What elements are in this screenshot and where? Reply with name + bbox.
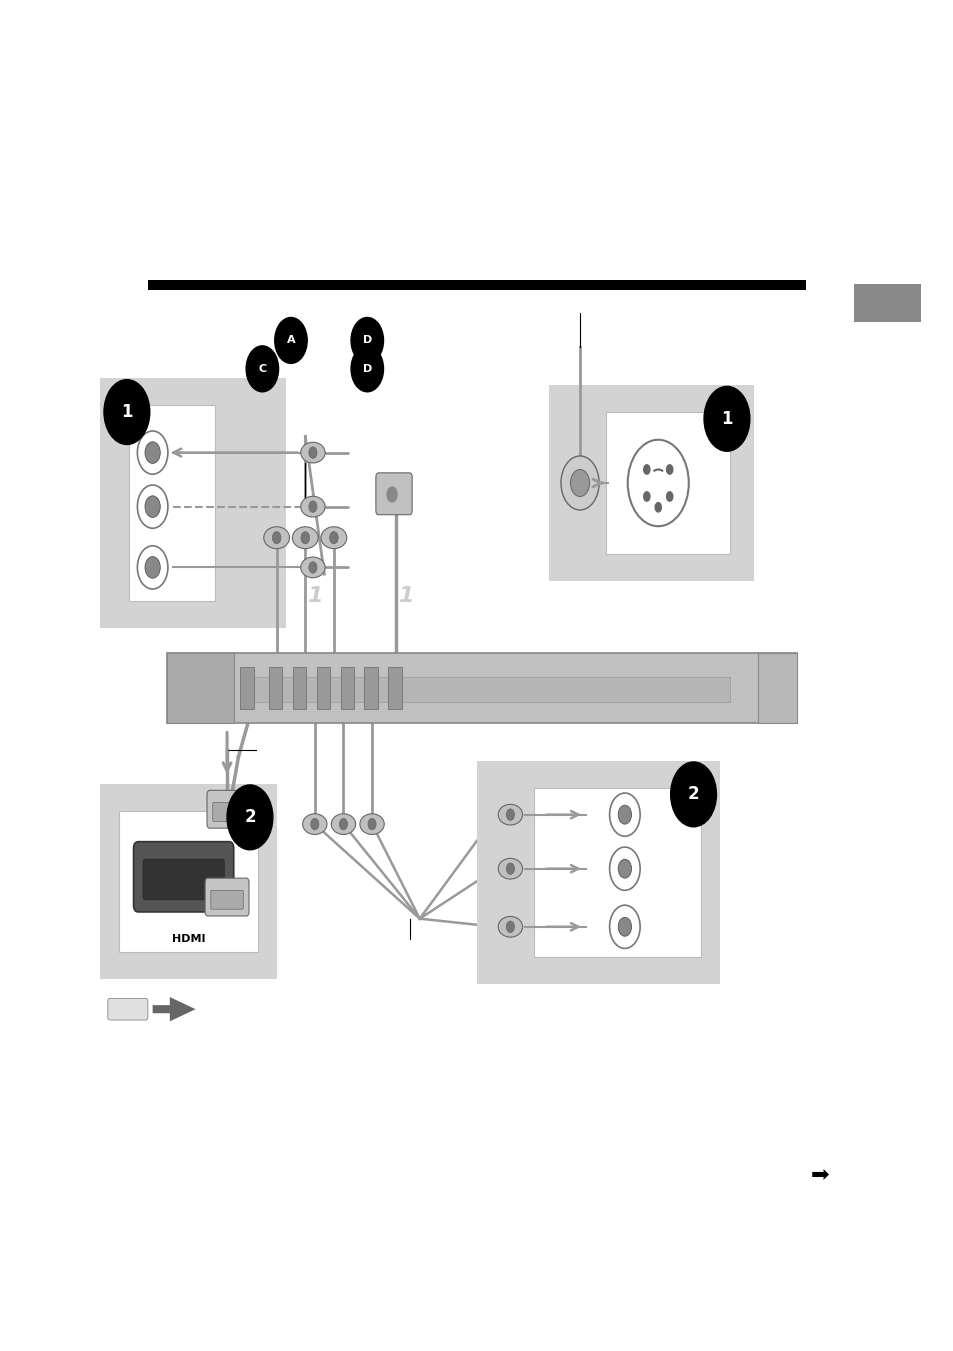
Bar (148, 280, 805, 290)
Circle shape (506, 863, 514, 874)
Circle shape (642, 465, 650, 476)
Bar (100, 378, 286, 628)
Circle shape (665, 492, 673, 503)
Circle shape (609, 905, 639, 948)
FancyBboxPatch shape (207, 790, 251, 828)
Text: A: A (286, 335, 295, 346)
Bar (548, 385, 753, 581)
Text: D: D (362, 363, 372, 374)
Bar (119, 811, 257, 952)
Ellipse shape (359, 813, 384, 835)
Circle shape (137, 431, 168, 474)
Circle shape (506, 921, 514, 932)
Circle shape (506, 809, 514, 820)
Ellipse shape (300, 442, 325, 463)
Circle shape (618, 859, 631, 878)
Circle shape (145, 442, 160, 463)
Circle shape (386, 486, 397, 503)
Circle shape (104, 380, 150, 444)
Text: ➡: ➡ (810, 1166, 829, 1185)
Circle shape (560, 457, 598, 511)
Bar (605, 412, 729, 554)
Circle shape (351, 346, 383, 392)
Bar (240, 666, 253, 709)
Text: 1: 1 (397, 586, 413, 605)
Bar (100, 784, 276, 979)
Ellipse shape (331, 813, 355, 835)
FancyBboxPatch shape (143, 859, 224, 900)
Ellipse shape (300, 557, 325, 578)
Bar (534, 788, 700, 957)
FancyBboxPatch shape (205, 878, 249, 916)
Bar (340, 666, 354, 709)
Text: 1: 1 (720, 409, 732, 428)
Circle shape (339, 819, 347, 830)
FancyBboxPatch shape (375, 473, 412, 515)
Text: 1: 1 (307, 586, 322, 605)
Bar (293, 666, 306, 709)
FancyBboxPatch shape (108, 998, 148, 1020)
Circle shape (145, 496, 160, 517)
Ellipse shape (497, 858, 522, 880)
Ellipse shape (320, 527, 346, 549)
Text: HDMI: HDMI (172, 934, 205, 944)
Circle shape (570, 470, 589, 497)
Bar (129, 405, 214, 601)
Bar (476, 761, 720, 984)
Circle shape (654, 501, 661, 513)
Circle shape (274, 317, 307, 363)
Circle shape (137, 546, 168, 589)
Ellipse shape (302, 813, 327, 835)
Circle shape (309, 447, 316, 458)
Circle shape (311, 819, 318, 830)
Bar (364, 666, 377, 709)
Circle shape (273, 531, 280, 544)
Circle shape (137, 485, 168, 528)
Circle shape (368, 819, 375, 830)
Circle shape (642, 492, 650, 503)
Circle shape (300, 531, 309, 544)
Ellipse shape (497, 916, 522, 938)
Circle shape (609, 847, 639, 890)
Ellipse shape (497, 804, 522, 825)
Bar (167, 653, 233, 723)
Circle shape (351, 317, 383, 363)
Circle shape (618, 917, 631, 936)
Ellipse shape (292, 527, 317, 549)
Circle shape (309, 501, 316, 512)
Circle shape (618, 805, 631, 824)
Circle shape (665, 465, 673, 476)
Ellipse shape (263, 527, 290, 549)
Bar (243, 677, 729, 701)
Bar (316, 666, 330, 709)
Circle shape (246, 346, 278, 392)
Circle shape (703, 386, 749, 451)
Circle shape (627, 440, 688, 527)
Bar (167, 653, 796, 723)
Text: D: D (362, 335, 372, 346)
Bar (388, 666, 401, 709)
Ellipse shape (300, 496, 325, 517)
Circle shape (309, 562, 316, 573)
Circle shape (609, 793, 639, 836)
Bar (758, 653, 796, 723)
FancyBboxPatch shape (211, 890, 243, 909)
Text: 1: 1 (121, 403, 132, 422)
Circle shape (670, 762, 716, 827)
Bar (269, 666, 282, 709)
Text: 2: 2 (687, 785, 699, 804)
FancyArrow shape (152, 997, 195, 1021)
Circle shape (145, 557, 160, 578)
FancyBboxPatch shape (133, 842, 233, 912)
Text: C: C (258, 363, 266, 374)
FancyBboxPatch shape (213, 802, 245, 821)
Text: 2: 2 (244, 808, 255, 827)
Bar (853, 284, 920, 322)
Circle shape (227, 785, 273, 850)
Circle shape (329, 531, 337, 544)
